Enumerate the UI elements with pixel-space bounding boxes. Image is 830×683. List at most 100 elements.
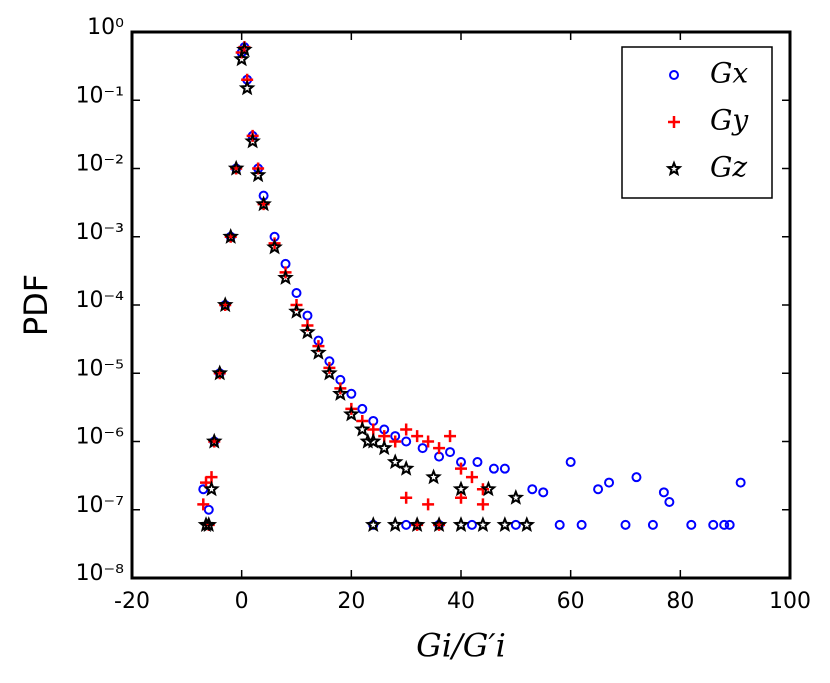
point (238, 79, 256, 96)
point (465, 471, 478, 484)
point (455, 462, 467, 475)
point (499, 463, 510, 474)
point (397, 459, 415, 476)
legend-label: Gx (710, 57, 748, 90)
point (445, 447, 456, 458)
point (401, 436, 412, 447)
point (664, 496, 675, 507)
point (197, 498, 210, 511)
point (357, 403, 368, 414)
x-tick-label: 80 (666, 589, 694, 614)
point (593, 484, 604, 495)
point (647, 519, 658, 530)
y-tick-label: 10⁰ (87, 15, 124, 40)
x-tick-label: 0 (235, 589, 249, 614)
y-tick-label: 10⁻⁷ (76, 493, 124, 518)
point (488, 463, 499, 474)
point (408, 516, 426, 532)
point (507, 488, 525, 505)
point (216, 296, 234, 313)
x-tick-label: 100 (769, 589, 811, 614)
point (310, 343, 327, 360)
point (400, 423, 413, 436)
point (658, 487, 669, 498)
point (554, 519, 565, 530)
point (510, 519, 521, 530)
point (576, 519, 587, 530)
point (211, 364, 229, 381)
point (425, 468, 442, 485)
point (400, 491, 413, 504)
point (359, 432, 377, 449)
point (291, 287, 302, 298)
point (203, 480, 220, 497)
legend: Gx Gy Gz (621, 46, 773, 199)
point (249, 166, 267, 183)
point (203, 504, 214, 515)
point (719, 519, 730, 530)
y-tick-label: 10⁻⁴ (76, 288, 125, 313)
point (302, 310, 313, 321)
y-tick-label: 10⁻⁶ (76, 425, 125, 450)
point (433, 442, 446, 455)
point (288, 302, 305, 319)
point (321, 364, 338, 381)
point (255, 195, 272, 212)
point (353, 420, 371, 437)
point (422, 435, 435, 448)
point (669, 70, 679, 80)
x-tick-label: 40 (447, 589, 475, 614)
point (422, 498, 435, 511)
point (386, 453, 404, 470)
point (476, 483, 489, 496)
point (299, 323, 316, 340)
y-tick-label: 10⁻³ (76, 220, 124, 245)
point (668, 116, 680, 128)
point (466, 519, 477, 530)
y-tick-label: 10⁻⁸ (76, 561, 125, 586)
point (724, 519, 735, 530)
x-tick-label: 60 (557, 589, 585, 614)
y-tick-label: 10⁻⁵ (76, 356, 124, 381)
point (205, 432, 223, 449)
y-tick-label: 10⁻² (76, 152, 124, 177)
y-axis-label: PDF (17, 274, 55, 336)
point (266, 238, 283, 255)
point (474, 516, 492, 532)
y-tick-label: 10⁻¹ (76, 83, 124, 108)
point (620, 519, 631, 530)
point (735, 477, 746, 488)
point (455, 491, 467, 504)
x-axis-label: Gi/G′i (416, 627, 506, 665)
point (375, 439, 393, 456)
point (565, 457, 576, 468)
point (236, 40, 253, 57)
point (480, 480, 497, 497)
point (452, 480, 470, 497)
point (401, 519, 412, 530)
point (452, 516, 470, 532)
series (197, 41, 489, 531)
point (364, 516, 382, 532)
legend-label: Gz (710, 151, 747, 184)
point (222, 228, 240, 244)
legend-box (621, 46, 773, 199)
x-tick-label: 20 (337, 589, 365, 614)
point (332, 385, 349, 401)
point (430, 516, 448, 532)
legend-label: Gy (710, 104, 749, 137)
x-tick-label: -20 (114, 589, 150, 614)
point (665, 160, 683, 177)
point (386, 516, 404, 532)
point (343, 405, 360, 422)
point (496, 516, 514, 532)
series (197, 40, 536, 532)
point (227, 159, 245, 176)
point (708, 519, 719, 530)
point (631, 472, 642, 483)
point (476, 498, 489, 511)
plot-frame (130, 30, 792, 580)
point (417, 443, 428, 454)
